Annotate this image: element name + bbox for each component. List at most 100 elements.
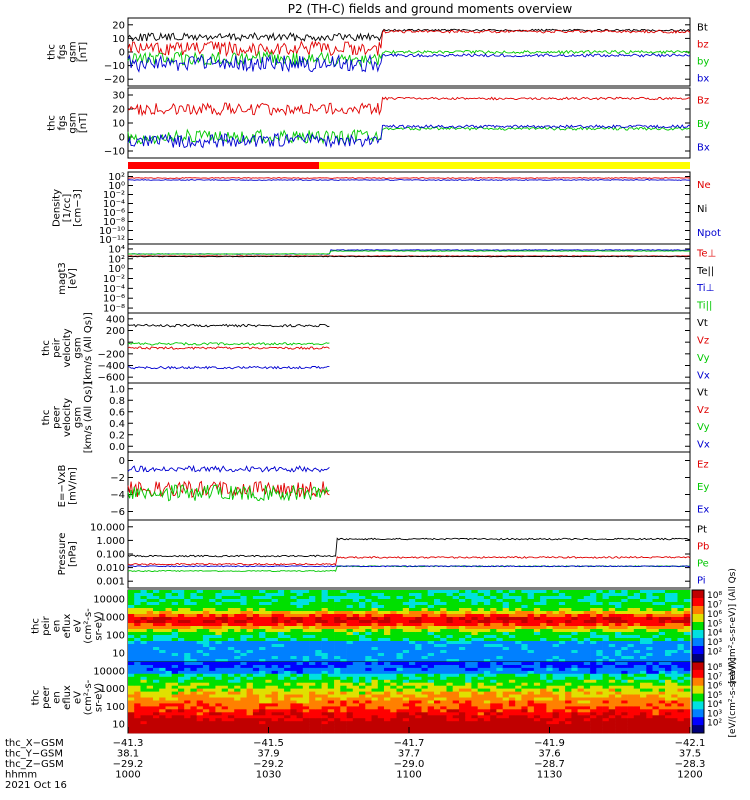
spectrogram-cell (209, 724, 216, 728)
spectrogram-cell (315, 682, 322, 687)
spectrogram-cell (471, 694, 478, 698)
spectrogram-cell (546, 691, 553, 695)
spectrogram-cell (402, 647, 410, 651)
spectrogram-cell (646, 629, 653, 633)
spectrogram-cell (590, 656, 597, 660)
spectrogram-cell (602, 718, 610, 722)
spectrogram-cell (384, 656, 391, 660)
spectrogram-cell (633, 662, 641, 666)
legend-entry-bx: Bx (697, 142, 710, 153)
spectrogram-cell (352, 670, 360, 675)
spectrogram-cell (652, 626, 660, 630)
spectrogram-cell (371, 688, 379, 692)
spectrogram-cell (140, 635, 148, 639)
spectrogram-cell (409, 676, 416, 681)
spectrogram-cell (234, 647, 241, 651)
spectrogram-cell (633, 638, 641, 642)
spectrogram-cell (640, 638, 647, 642)
spectrogram-cell (565, 727, 572, 731)
spectrogram-cell (277, 629, 285, 633)
spectrogram-cell (227, 703, 235, 707)
spectrogram-cell (496, 644, 503, 648)
spectrogram-cell (427, 590, 435, 594)
spectrogram-cell (315, 608, 322, 612)
spectrogram-cell (184, 656, 191, 660)
spectrogram-cell (552, 656, 560, 660)
spectrogram-cell (446, 703, 454, 707)
spectrogram-cell (652, 614, 660, 618)
spectrogram-cell (296, 608, 304, 612)
spectrogram-cell (227, 673, 235, 678)
spectrogram-cell (459, 653, 466, 657)
spectrogram-cell (221, 673, 229, 678)
spectrogram-cell (321, 626, 329, 630)
spectrogram-cell (615, 638, 622, 642)
spectrogram-cell (421, 712, 429, 716)
spectrogram-cell (465, 673, 472, 678)
spectrogram-cell (153, 605, 160, 609)
spectrogram-cell (271, 667, 279, 672)
spectrogram-cell (334, 650, 341, 654)
spectrogram-cell (384, 626, 391, 630)
spectrogram-cell (246, 605, 254, 609)
spectrogram-cell (171, 623, 179, 627)
spectrogram-cell (596, 715, 603, 719)
spectrogram-cell (508, 653, 516, 657)
spectrogram-cell (627, 593, 635, 597)
spectrogram-cell (371, 721, 379, 725)
spectrogram-cell (209, 650, 216, 654)
spectrogram-cell (533, 596, 541, 600)
spectrogram-cell (165, 599, 173, 603)
spectrogram-cell (327, 718, 335, 722)
spectrogram-cell (421, 700, 429, 704)
spectrogram-cell (184, 650, 191, 654)
spectrogram-cell (134, 730, 141, 734)
spectrogram-cell (209, 638, 216, 642)
spectrogram-cell (221, 635, 229, 639)
spectrogram-cell (608, 635, 616, 639)
spectrogram-cell (552, 599, 560, 603)
spectrogram-cell (315, 623, 322, 627)
spectrogram-cell (683, 676, 691, 681)
spectrogram-cell (627, 644, 635, 648)
spectrogram-cell (190, 650, 197, 654)
spectrogram-cell (546, 665, 553, 669)
spectrogram-cell (321, 691, 329, 695)
spectrogram-cell (434, 665, 441, 669)
spectrogram-cell (533, 703, 541, 707)
spectrogram-cell (227, 709, 235, 713)
spectrogram-cell (477, 706, 485, 710)
spectrogram-cell (452, 721, 460, 725)
spectrogram-cell (128, 626, 135, 630)
spectrogram-cell (665, 688, 672, 692)
spectrogram-cell (540, 632, 547, 636)
spectrogram-cell (602, 602, 610, 606)
spectrogram-cell (665, 665, 672, 669)
spectrogram-cell (677, 605, 685, 609)
spectrogram-cell (627, 647, 635, 651)
spectrogram-cell (421, 602, 429, 606)
spectrogram-cell (465, 715, 472, 719)
spectrogram-cell (515, 727, 522, 731)
spectrogram-cell (583, 623, 591, 627)
spectrogram-cell (665, 667, 672, 672)
spectrogram-cell (483, 656, 491, 660)
spectrogram-cell (421, 667, 429, 672)
spectrogram-cell (190, 727, 197, 731)
spectrogram-cell (652, 688, 660, 692)
spectrogram-cell (365, 605, 372, 609)
spectrogram-cell (608, 730, 616, 734)
spectrogram-cell (184, 691, 191, 695)
spectrogram-cell (446, 665, 454, 669)
spectrogram-cell (321, 730, 329, 734)
spectrogram-cell (128, 691, 135, 695)
spectrogram-cell (252, 673, 260, 678)
spectrogram-cell (602, 626, 610, 630)
spectrogram-cell (171, 641, 179, 645)
spectrogram-cell (409, 593, 416, 597)
spectrogram-cell (296, 667, 304, 672)
spectrogram-cell (196, 590, 204, 594)
spectrogram-cell (633, 665, 641, 669)
spectrogram-cell (178, 638, 185, 642)
spectrogram-cell (384, 629, 391, 633)
